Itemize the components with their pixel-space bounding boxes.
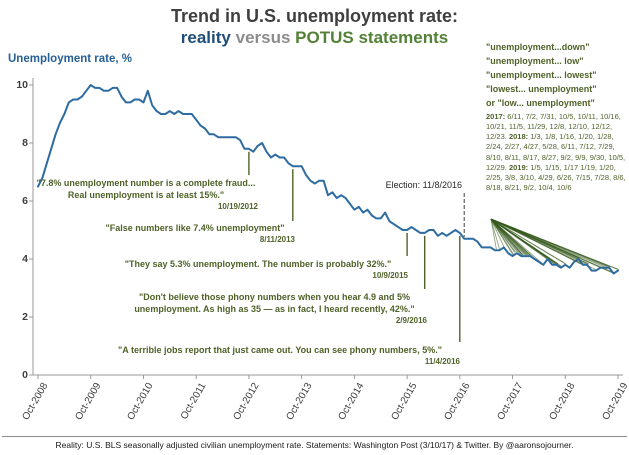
statement-fan-line <box>490 218 543 265</box>
statement-fan-line <box>490 218 614 273</box>
statement-fan-line <box>490 218 500 250</box>
statement-dates: 2017: 6/11, 7/2, 7/31, 10/5, 10/11, 10/1… <box>486 112 627 193</box>
quote-date: 11/4/2016 <box>424 357 460 367</box>
statement-phrase: "unemployment... lowest" <box>486 70 597 80</box>
quote-annotation: "False numbers like 7.4% unemployment" 8… <box>95 222 295 244</box>
y-tick-label: 0 <box>22 369 28 381</box>
statement-fan-line <box>490 218 497 250</box>
quote-text: "A terrible jobs report that just came o… <box>118 345 442 355</box>
statement-dates-2017: 6/11, 7/2, 7/31, 10/5, 10/11, 10/16, 10/… <box>486 112 621 142</box>
statement-phrase: "unemployment...down" <box>486 42 590 52</box>
quote-date: 8/11/2013 <box>259 235 295 245</box>
quote-annotation: "They say 5.3% unemployment. The number … <box>108 258 408 280</box>
statements-box: "unemployment...down" "unemployment... l… <box>486 40 627 193</box>
quote-date: 10/19/2012 <box>217 202 258 212</box>
statement-fan-line <box>490 218 596 271</box>
quote-text: "They say 5.3% unemployment. The number … <box>124 259 392 269</box>
statement-fan-line <box>490 218 619 271</box>
statement-phrase: "unemployment... low" <box>486 56 584 66</box>
statement-phrase: or "low... unemployment" <box>486 98 595 108</box>
quote-text: "False numbers like 7.4% unemployment" <box>105 223 285 233</box>
page-title: Trend in U.S. unemployment rate: <box>170 6 459 26</box>
page-subtitle: reality versus POTUS statements <box>0 28 629 48</box>
y-tick-label: 6 <box>22 195 28 207</box>
statement-year-2018: 2018: <box>508 132 529 142</box>
quote-text: "Don't believe those phony numbers when … <box>134 292 415 315</box>
y-tick-label: 2 <box>22 311 28 323</box>
y-tick-label: 10 <box>16 79 28 91</box>
y-tick-label: 8 <box>22 137 28 149</box>
quote-annotation: "A terrible jobs report that just came o… <box>100 344 460 366</box>
statement-dates-2018: 1/3, 1/8, 1/16, 1/20, 1/28, 2/24, 2/27, … <box>486 132 626 172</box>
subtitle-reality: reality <box>180 28 231 47</box>
y-axis-title: Unemployment rate, % <box>8 53 132 65</box>
unemployment-line <box>37 84 619 275</box>
quote-text: "7.8% unemployment number is a complete … <box>36 178 256 201</box>
quote-date: 10/9/2015 <box>372 271 408 281</box>
statement-fan-line <box>490 218 567 265</box>
footer-text: Reality: U.S. BLS seasonally adjusted ci… <box>55 440 574 450</box>
statement-fan-line <box>490 218 563 268</box>
footer-divider <box>2 436 627 437</box>
quote-annotation: "Don't believe those phony numbers when … <box>122 291 427 325</box>
statement-dates-2019: 1/5, 1/15, 1/17 1/19, 1/20, 2/25, 3/8, 3… <box>486 162 626 192</box>
statement-phrase: "lowest... unemployment" <box>486 84 597 94</box>
subtitle-versus: versus <box>235 28 291 47</box>
quote-date: 2/9/2016 <box>395 316 427 326</box>
statement-year-2017: 2017: <box>486 112 506 121</box>
statement-fan-line <box>490 218 505 247</box>
election-label: Election: 11/8/2016 <box>385 180 462 190</box>
quote-annotation: "7.8% unemployment number is a complete … <box>34 177 258 211</box>
statement-year-2019: 2019: <box>508 162 529 172</box>
y-tick-label: 4 <box>22 253 28 265</box>
subtitle-potus: POTUS statements <box>295 28 449 47</box>
